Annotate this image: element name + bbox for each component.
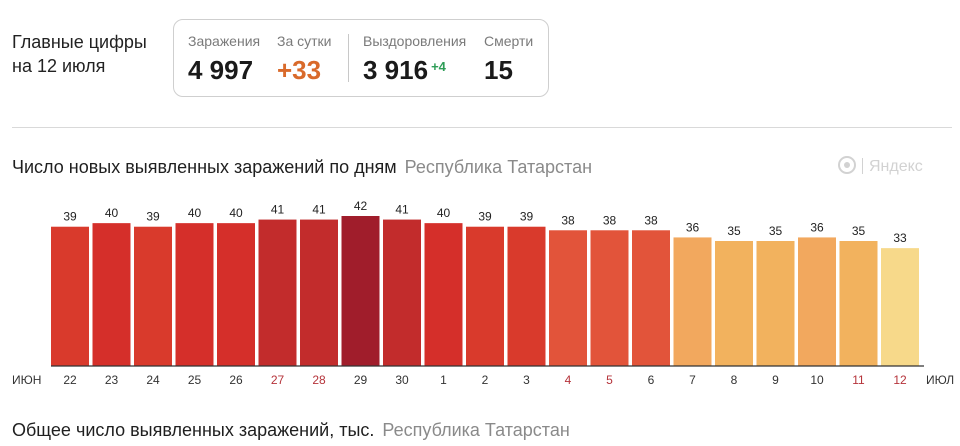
bar-8 [715,241,753,366]
stat-per-day: За сутки +33 [277,32,332,87]
month-end-label: ИЮЛ [926,373,954,387]
bar-4 [549,230,587,366]
value-label-7: 36 [686,220,700,234]
stat-per-day-label: За сутки [277,33,332,49]
value-label-28: 41 [312,203,326,217]
tick-label-7: 7 [689,373,696,387]
value-label-26: 40 [229,206,243,220]
tick-label-26: 26 [229,373,243,387]
stat-infections-value: 4 997 [188,55,254,85]
value-label-24: 39 [146,210,160,224]
value-label-29: 42 [354,199,368,213]
stat-recovered-value: 3 916 [363,55,429,85]
bar-28 [300,219,338,366]
month-start-label: ИЮН [12,373,41,387]
stat-deaths-value: 15 [484,55,513,85]
value-label-10: 36 [810,220,824,234]
bar-9 [756,241,795,366]
value-label-23: 40 [105,206,119,220]
headline: Главные цифры на 12 июля [12,30,147,78]
value-label-4: 38 [561,213,575,227]
bar-12 [881,248,919,366]
stat-infections: Заражения 4 997 [188,32,260,87]
stat-infections-label: Заражения [188,33,261,49]
stat-recovered-label: Выздоровления [363,33,467,49]
bar-2 [466,226,504,366]
stat-deaths: Смерти 15 [484,32,533,87]
value-label-9: 35 [769,224,783,238]
tick-label-12: 12 [893,373,907,387]
value-label-25: 40 [188,206,202,220]
value-label-3: 39 [520,210,534,224]
bar-30 [383,219,421,366]
tick-label-5: 5 [606,373,613,387]
headline-line1: Главные цифры [12,32,147,52]
bar-5 [590,230,629,366]
bar-24 [134,226,172,366]
bar-7 [673,237,712,366]
bar-25 [175,223,214,366]
value-label-27: 41 [271,203,285,217]
stat-recovered-value-wrap: 3 916 +4 [363,53,466,92]
tick-label-10: 10 [810,373,824,387]
tick-label-8: 8 [731,373,738,387]
value-label-1: 40 [437,206,451,220]
value-label-5: 38 [603,213,617,227]
headline-line2: на 12 июля [12,56,106,76]
value-label-12: 33 [893,231,907,245]
chart-title: Число новых выявленных заражений по дням… [12,157,592,178]
tick-label-27: 27 [271,373,285,387]
bar-11 [839,241,878,366]
bar-22 [51,226,89,366]
bar-3 [507,226,546,366]
tick-label-30: 30 [395,373,409,387]
tick-label-6: 6 [648,373,655,387]
brand-name: Яндекс [869,158,923,175]
eye-icon [838,156,856,174]
stats-separator [348,34,349,82]
yandex-logo[interactable]: Яндекс [838,156,923,176]
tick-label-3: 3 [523,373,530,387]
stat-recovered-delta: +4 [431,59,446,74]
bar-10 [798,237,836,366]
tick-label-4: 4 [565,373,572,387]
logo-divider [862,158,863,174]
tick-label-9: 9 [772,373,779,387]
tick-label-24: 24 [146,373,160,387]
value-label-22: 39 [63,210,77,224]
value-label-6: 38 [644,213,658,227]
tick-label-25: 25 [188,373,202,387]
stat-per-day-value: +33 [277,55,322,85]
section-divider [12,127,952,128]
value-label-11: 35 [852,224,866,238]
value-label-30: 41 [395,203,409,217]
daily-infections-chart: 3922402339244025402641274128422941304013… [12,199,954,387]
chart-title-text: Число новых выявленных заражений по дням [12,157,397,177]
stats-card: Заражения 4 997 За сутки +33 Выздоровлен… [173,19,549,97]
tick-label-29: 29 [354,373,368,387]
tick-label-28: 28 [312,373,326,387]
bottom-chart-region: Республика Татарстан [382,420,570,440]
tick-label-11: 11 [852,373,865,387]
bar-27 [258,219,297,366]
chart-region: Республика Татарстан [404,157,593,177]
bar-6 [632,230,670,366]
bar-26 [217,223,255,366]
stat-recovered: Выздоровления 3 916 +4 [363,32,466,92]
bottom-chart-title: Общее число выявленных заражений, тыс. Ре… [12,420,570,441]
stat-deaths-label: Смерти [484,33,534,49]
tick-label-23: 23 [105,373,119,387]
tick-label-2: 2 [482,373,489,387]
bottom-chart-title-text: Общее число выявленных заражений, тыс. [12,420,375,440]
tick-label-22: 22 [63,373,77,387]
bar-23 [92,223,131,366]
value-label-8: 35 [727,224,741,238]
tick-label-1: 1 [440,373,447,387]
bar-29 [341,216,380,366]
bar-1 [424,223,463,366]
value-label-2: 39 [478,210,492,224]
